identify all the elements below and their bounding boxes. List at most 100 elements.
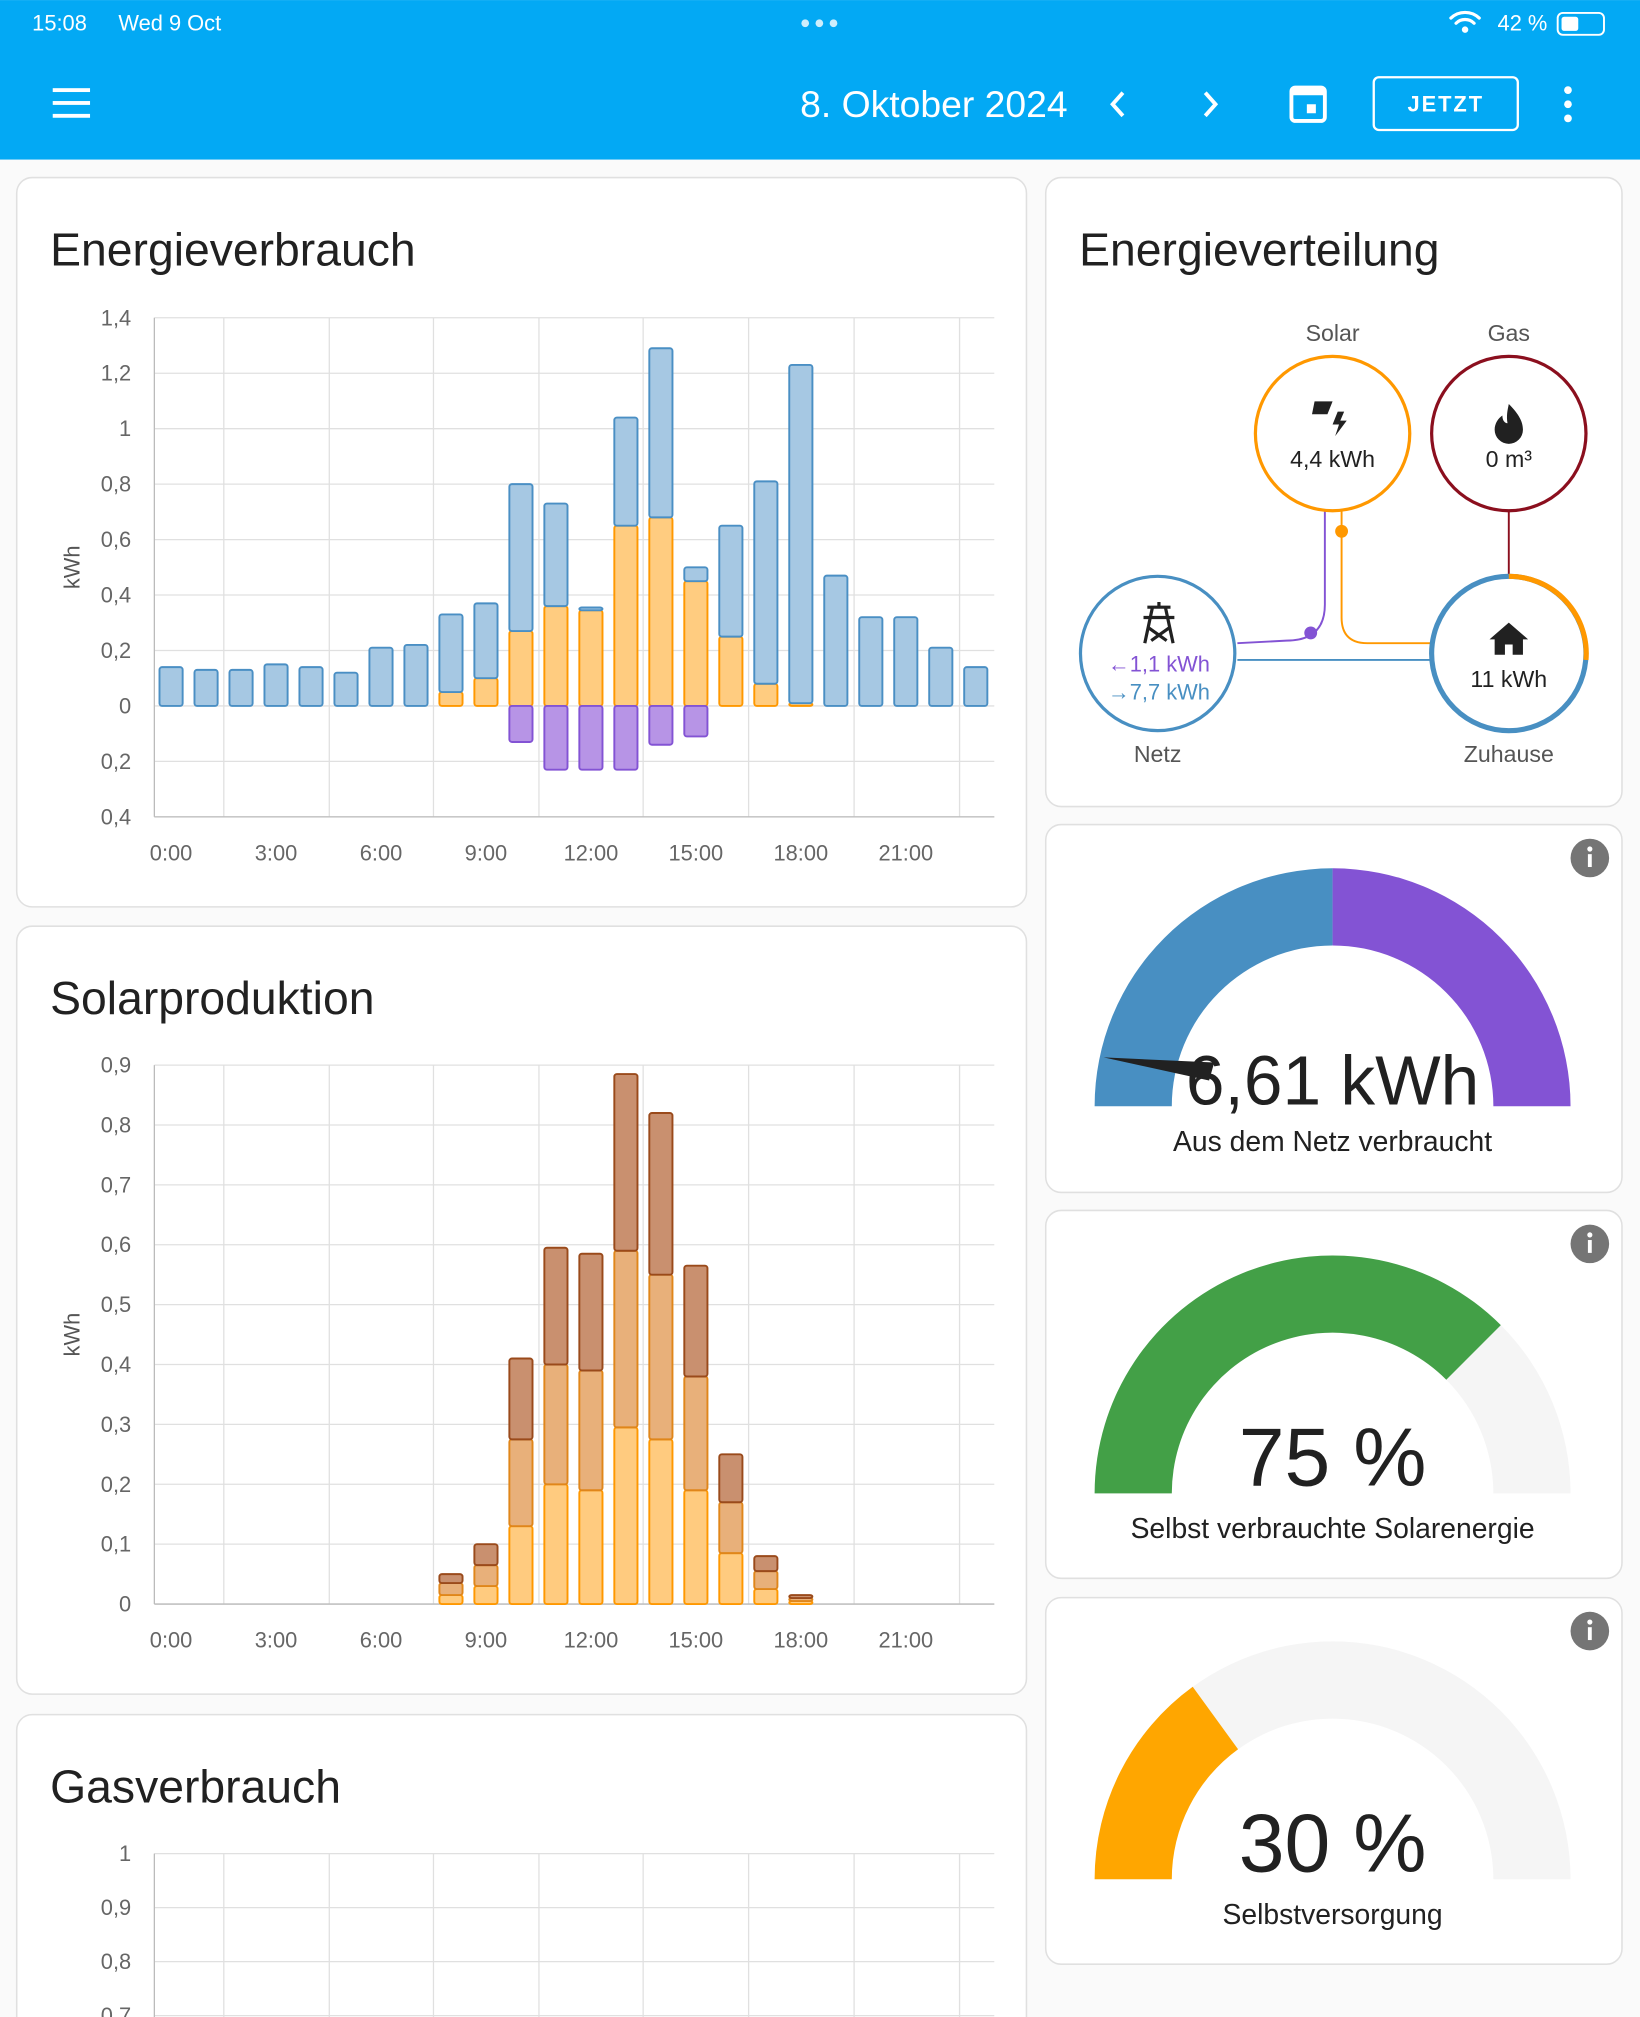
gauge-value <box>1094 1255 1501 1494</box>
y-tick-label: 0,8 <box>101 1949 131 1974</box>
header-date: 8. Oktober 2024 <box>800 83 1067 125</box>
y-tick-label: 0,9 <box>101 1895 131 1920</box>
bar <box>683 580 709 707</box>
info-glyph <box>1587 1240 1592 1253</box>
more-dot <box>1564 100 1572 109</box>
gauge-segment <box>1094 868 1333 1107</box>
bar <box>403 643 429 707</box>
now-button[interactable] <box>1372 76 1519 132</box>
dot <box>801 19 810 28</box>
y-tick-label: 0,6 <box>101 527 131 552</box>
bar <box>473 677 499 707</box>
y-tick-label: 0,8 <box>101 472 131 497</box>
gauge-needle <box>1103 1057 1215 1081</box>
x-tick-label: 15:00 <box>669 840 724 865</box>
x-tick-label: 18:00 <box>773 840 828 865</box>
gauge-value-label: 75 % <box>1239 1411 1427 1503</box>
home-solar-ring <box>1508 573 1589 661</box>
bar <box>648 704 674 746</box>
bar <box>543 1246 569 1366</box>
calendar-day <box>1306 104 1316 114</box>
node <box>1078 574 1237 733</box>
y-tick-label: 0,7 <box>101 2003 131 2017</box>
bar <box>438 613 464 694</box>
bar <box>613 524 639 707</box>
bar <box>543 1483 569 1606</box>
bar <box>893 616 919 707</box>
more-dot <box>1564 114 1572 123</box>
gauge-caption: Aus dem Netz verbraucht <box>1173 1125 1492 1157</box>
x-tick-label: 3:00 <box>255 1628 298 1653</box>
bar <box>578 1369 604 1492</box>
more-dot <box>1564 86 1572 94</box>
home-icon <box>1489 622 1529 655</box>
bar <box>718 1453 744 1504</box>
bar <box>613 704 639 771</box>
y-tick-label: 0,2 <box>101 749 131 774</box>
bar <box>578 606 604 612</box>
y-tick-label: 0 <box>119 693 131 718</box>
bar <box>718 1552 744 1606</box>
flow-dot <box>1335 524 1349 538</box>
node-label: Zuhause <box>1464 741 1554 767</box>
menu-bar <box>52 101 91 105</box>
y-axis-label: kWh <box>60 1313 85 1357</box>
node-value: ←1,1 kWh <box>1108 651 1210 676</box>
bar <box>438 1594 464 1606</box>
bar <box>683 1264 709 1378</box>
bar <box>158 666 184 707</box>
x-tick-label: 21:00 <box>878 1628 933 1653</box>
x-tick-label: 0:00 <box>150 840 193 865</box>
prev-button[interactable] <box>1110 91 1125 118</box>
bar <box>438 1582 464 1597</box>
wifi-dot <box>1461 26 1469 33</box>
y-tick-label: 1 <box>119 416 131 441</box>
flame-icon <box>1494 403 1523 444</box>
bar <box>473 1543 499 1567</box>
card-title: Energieverteilung <box>1079 224 1439 276</box>
bar <box>508 630 534 707</box>
y-tick-label: 0,6 <box>101 1232 131 1257</box>
bar <box>578 704 604 771</box>
info-glyph <box>1587 854 1592 868</box>
calendar-band <box>1291 87 1325 96</box>
card <box>15 1713 1028 2017</box>
card-title: Gasverbrauch <box>50 1761 341 1813</box>
bar <box>263 663 289 707</box>
battery-level: 42 % <box>1498 11 1548 36</box>
x-tick-label: 21:00 <box>878 840 933 865</box>
node-label: Gas <box>1488 320 1530 346</box>
bar <box>963 666 989 707</box>
y-tick-label: 0,2 <box>101 1472 131 1497</box>
now-button-label[interactable]: JETZT <box>1408 92 1484 117</box>
bar <box>788 1594 814 1600</box>
bar <box>578 1252 604 1372</box>
bar <box>473 1585 499 1606</box>
bar <box>753 1570 779 1591</box>
node-label: Solar <box>1306 320 1360 346</box>
gauge-caption: Selbst verbrauchte Solarenergie <box>1131 1512 1535 1544</box>
bar <box>823 574 849 707</box>
gauge-segment <box>1332 868 1571 1107</box>
bar <box>928 646 954 707</box>
bar <box>753 1555 779 1573</box>
node-value: →7,7 kWh <box>1108 680 1210 705</box>
bar <box>683 1489 709 1606</box>
gauge-value-label: 30 % <box>1239 1797 1427 1889</box>
x-tick-label: 0:00 <box>150 1628 193 1653</box>
bar <box>368 646 394 707</box>
y-tick-label: 0,1 <box>101 1532 131 1557</box>
bar <box>438 691 464 707</box>
gauge-track <box>1094 1641 1571 1880</box>
solar-icon <box>1312 401 1347 437</box>
next-button[interactable] <box>1203 91 1219 118</box>
card-title: Solarproduktion <box>50 972 374 1024</box>
bar <box>508 1438 534 1528</box>
bar <box>333 671 359 707</box>
y-tick-label: 0 <box>119 1592 131 1617</box>
y-tick-label: 0,4 <box>101 804 131 829</box>
bar <box>508 704 534 743</box>
bar <box>473 602 499 680</box>
